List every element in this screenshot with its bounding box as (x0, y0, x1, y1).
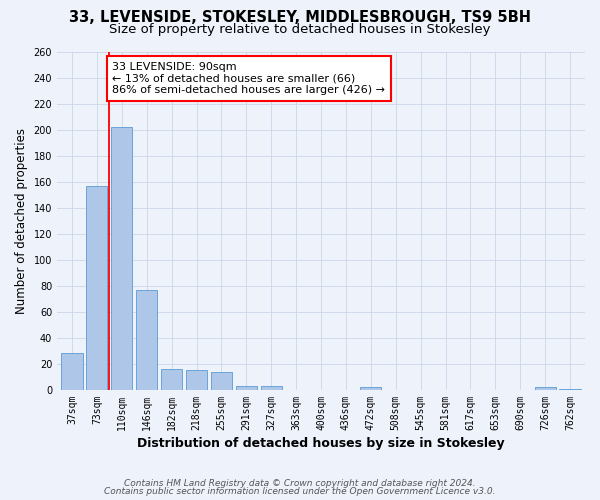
Text: Contains public sector information licensed under the Open Government Licence v3: Contains public sector information licen… (104, 487, 496, 496)
Bar (86, 186, 107, 390)
Text: Contains HM Land Registry data © Crown copyright and database right 2024.: Contains HM Land Registry data © Crown c… (124, 478, 476, 488)
Bar (535, 388, 556, 390)
Text: 33 LEVENSIDE: 90sqm
← 13% of detached houses are smaller (66)
86% of semi-detach: 33 LEVENSIDE: 90sqm ← 13% of detached ho… (112, 62, 385, 95)
Bar (236, 386, 257, 390)
Bar (136, 290, 157, 390)
Bar (186, 370, 207, 390)
Text: 33, LEVENSIDE, STOKESLEY, MIDDLESBROUGH, TS9 5BH: 33, LEVENSIDE, STOKESLEY, MIDDLESBROUGH,… (69, 10, 531, 25)
Bar (360, 388, 382, 390)
Text: Size of property relative to detached houses in Stokesley: Size of property relative to detached ho… (109, 22, 491, 36)
Bar (111, 127, 133, 390)
Bar (559, 388, 581, 390)
Y-axis label: Number of detached properties: Number of detached properties (15, 128, 28, 314)
Bar (260, 386, 282, 390)
Bar (161, 369, 182, 390)
Bar (61, 354, 83, 390)
X-axis label: Distribution of detached houses by size in Stokesley: Distribution of detached houses by size … (137, 437, 505, 450)
Bar (211, 372, 232, 390)
